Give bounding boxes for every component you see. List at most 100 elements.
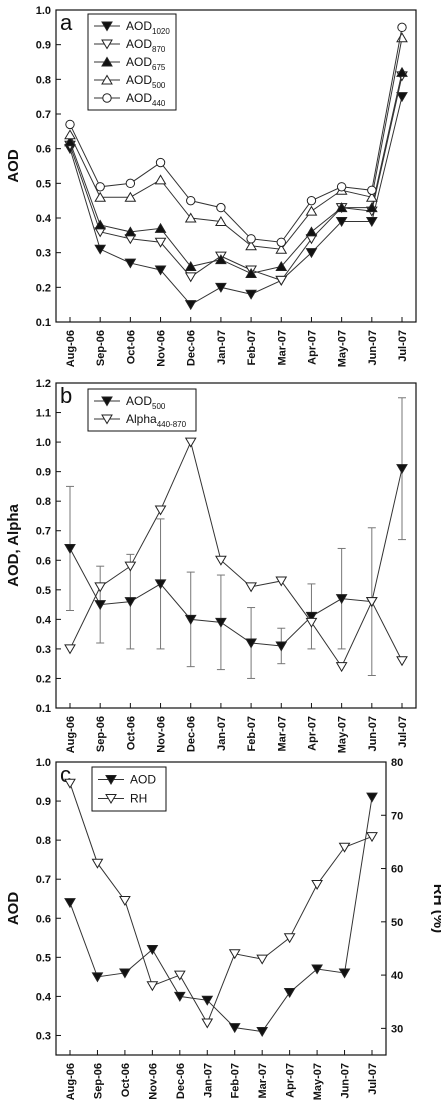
legend-subscript: 440 xyxy=(152,99,166,108)
data-point xyxy=(64,136,76,147)
legend-label: AOD870 xyxy=(126,37,166,54)
x-tick-label: Oct-06 xyxy=(120,1063,132,1097)
panel-letter: c xyxy=(60,762,71,787)
data-point xyxy=(154,237,167,248)
y-axis-label: AOD, Alpha xyxy=(5,503,22,586)
x-tick-label: Sep-06 xyxy=(92,1063,104,1099)
legend-label: AOD1020 xyxy=(126,19,170,36)
x-tick-label: Nov-06 xyxy=(156,330,168,367)
data-point xyxy=(91,972,104,983)
data-point xyxy=(184,261,197,272)
data-point xyxy=(396,92,408,103)
data-point xyxy=(396,464,408,475)
data-point xyxy=(215,555,227,566)
legend-marker xyxy=(101,74,113,85)
data-point xyxy=(311,880,323,891)
x-tick-label: Dec-06 xyxy=(175,1063,187,1099)
data-point xyxy=(275,576,288,587)
data-point xyxy=(119,968,131,979)
data-point xyxy=(305,226,318,237)
legend-marker xyxy=(101,414,113,425)
y-tick-label: 0.4 xyxy=(36,991,52,1003)
x-tick-label: May-07 xyxy=(337,330,349,367)
y-tick-label: 0.3 xyxy=(36,248,51,260)
data-point xyxy=(306,195,317,206)
panel-letter: b xyxy=(60,383,72,408)
series-line xyxy=(69,468,403,647)
y2-tick-label: 70 xyxy=(391,810,403,822)
series-line xyxy=(69,27,403,243)
x-tick-label: Apr-07 xyxy=(306,716,318,751)
legend-subscript: 440-870 xyxy=(157,420,187,429)
legend-name: AOD xyxy=(126,19,152,33)
data-point xyxy=(338,842,351,853)
data-point xyxy=(275,275,288,286)
data-point xyxy=(184,300,197,311)
x-tick-label: Apr-07 xyxy=(306,330,318,365)
data-point xyxy=(64,778,76,789)
data-point xyxy=(94,191,107,202)
x-tick-label: Jun-07 xyxy=(340,1063,352,1098)
legend-subscript: 1020 xyxy=(152,27,170,36)
y2-axis-label: RH (%) xyxy=(430,884,441,933)
legend-name: AOD xyxy=(126,91,152,105)
data-point xyxy=(64,898,76,909)
x-tick-label: Oct-06 xyxy=(125,330,137,364)
data-point xyxy=(215,254,227,265)
x-tick-label: Nov-06 xyxy=(156,716,168,753)
data-point xyxy=(64,129,76,140)
data-point xyxy=(335,216,348,227)
y-tick-label: 0.4 xyxy=(36,614,52,626)
data-point xyxy=(275,641,288,652)
data-point xyxy=(366,792,378,803)
legend-label: AOD440 xyxy=(126,91,166,108)
data-point xyxy=(124,597,137,608)
data-point xyxy=(184,272,197,283)
x-tick-label: Mar-07 xyxy=(276,716,288,751)
y-tick-label: 0.2 xyxy=(36,673,51,685)
chart-panel-a: 0.1 0.2 0.3 0.4 0.5 0.6 0.7 0.8 0.9 1.0 Aug-06 Sep-… xyxy=(5,5,417,367)
data-point xyxy=(119,896,131,906)
data-point xyxy=(124,226,137,237)
legend-marker xyxy=(101,21,113,32)
legend-name: Alpha xyxy=(126,412,157,426)
data-point xyxy=(155,157,166,168)
data-point xyxy=(276,237,286,247)
data-point xyxy=(95,182,105,192)
x-tick-label: Jul-07 xyxy=(397,330,409,362)
legend-name: AOD xyxy=(130,773,156,787)
legend-subscript: 675 xyxy=(152,63,166,72)
data-point xyxy=(335,202,348,213)
data-point xyxy=(184,614,197,625)
chart-panel-c: 0.3 0.4 0.5 0.6 0.7 0.8 0.9 1.0 30 40 50 60 70 80 Aug-… xyxy=(5,757,441,1100)
data-point xyxy=(215,215,227,226)
data-point xyxy=(184,437,197,448)
x-tick-label: Jul-07 xyxy=(397,716,409,748)
y-tick-label: 0.1 xyxy=(36,703,51,715)
series-line xyxy=(69,37,403,250)
data-point xyxy=(305,617,318,628)
y-tick-label: 0.7 xyxy=(36,526,51,538)
data-point xyxy=(365,191,378,202)
data-point xyxy=(283,987,296,998)
data-point xyxy=(154,174,167,185)
data-point xyxy=(154,222,167,233)
y-tick-label: 0.9 xyxy=(36,40,51,52)
series-line xyxy=(69,440,403,668)
x-tick-label: Jul-07 xyxy=(367,1063,379,1095)
legend-marker xyxy=(105,775,117,785)
y-tick-label: 0.5 xyxy=(36,585,51,597)
data-point xyxy=(283,933,296,944)
x-tick-label: Aug-06 xyxy=(65,716,77,753)
legend-name: AOD xyxy=(126,73,152,87)
data-point xyxy=(256,1027,269,1038)
data-point xyxy=(397,22,407,33)
legend-marker xyxy=(102,93,112,103)
y-tick-label: 0.8 xyxy=(36,74,51,86)
y-tick-label: 0.8 xyxy=(36,496,51,508)
x-tick-label: Oct-06 xyxy=(125,716,137,750)
legend-label: AOD xyxy=(130,773,156,787)
legend-subscript: 500 xyxy=(152,81,166,90)
legend-box xyxy=(91,766,167,812)
